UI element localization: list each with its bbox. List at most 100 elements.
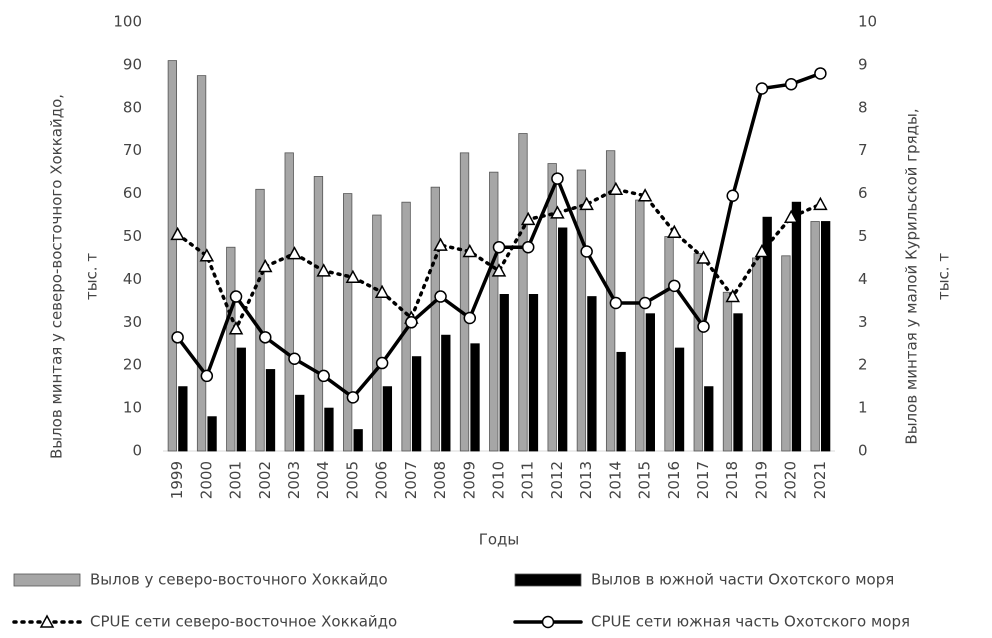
bar	[295, 394, 305, 452]
marker	[755, 82, 769, 95]
x-tick-label: 2001	[227, 461, 245, 499]
marker	[462, 243, 478, 258]
marker	[726, 189, 739, 202]
bar	[411, 356, 422, 452]
bar	[167, 60, 178, 452]
y-tick-label: 80	[123, 98, 142, 116]
bar	[178, 386, 188, 452]
y2-tick-label: 9	[858, 55, 868, 73]
y-tick-label: 100	[113, 13, 142, 31]
y-tick-label: 60	[123, 184, 142, 202]
marker	[491, 263, 507, 277]
bar	[255, 188, 265, 452]
marker	[608, 181, 624, 196]
x-tick-label: 2020	[782, 461, 800, 499]
x-tick-label: 2011	[519, 461, 537, 499]
marker	[783, 209, 799, 223]
x-tick-label: 2007	[402, 461, 420, 499]
legend-label: Вылов у северо-восточного Хоккайдо	[90, 571, 388, 589]
bar	[324, 407, 334, 452]
marker	[170, 226, 185, 241]
x-tick-label: 2013	[577, 461, 595, 499]
x-tick-label: 1999	[168, 461, 186, 499]
bar	[265, 369, 276, 452]
legend-label: Вылов в южной части Охотского моря	[591, 571, 894, 589]
bar	[616, 351, 626, 452]
bar	[693, 253, 703, 452]
legend-swatch	[514, 573, 582, 587]
marker	[287, 246, 302, 260]
marker	[228, 321, 244, 335]
marker	[405, 316, 418, 329]
bar	[791, 201, 802, 452]
bar	[459, 152, 470, 452]
marker	[579, 196, 594, 211]
x-tick-label: 2015	[636, 461, 654, 499]
marker	[784, 77, 798, 91]
x-tick-label: 2017	[694, 461, 712, 499]
y2-tick-label: 1	[858, 399, 868, 417]
bar	[762, 216, 772, 452]
x-tick-label: 2019	[752, 461, 770, 499]
marker	[463, 311, 477, 325]
bar	[313, 176, 324, 452]
bar	[722, 291, 733, 452]
marker	[541, 615, 555, 629]
y-tick-label: 10	[123, 399, 142, 417]
marker	[288, 352, 301, 366]
y-tick-label: 0	[132, 442, 142, 460]
bar	[207, 416, 217, 452]
bar	[236, 347, 246, 452]
marker	[668, 279, 681, 293]
x-tick-label: 2002	[256, 461, 274, 499]
bar	[635, 199, 645, 452]
marker	[520, 211, 536, 226]
bar	[196, 75, 207, 452]
x-tick-label: 2003	[285, 461, 303, 499]
marker	[345, 269, 361, 284]
marker	[696, 250, 711, 264]
marker	[346, 391, 360, 404]
marker	[433, 237, 448, 251]
bar	[382, 386, 393, 452]
y-axis-label: тыс. т	[83, 253, 101, 300]
bar	[499, 294, 509, 452]
x-tick-label: 2000	[197, 461, 215, 499]
bar	[430, 186, 440, 452]
x-tick-label: 2012	[548, 461, 566, 499]
marker	[229, 290, 243, 303]
y2-tick-label: 0	[858, 442, 868, 460]
y2-tick-label: 6	[858, 184, 868, 202]
bar	[704, 386, 714, 452]
y-axis-label: Вылов минтая у северо-восточного Хоккайд…	[48, 94, 66, 459]
x-tick-label: 2004	[314, 461, 332, 499]
marker	[316, 263, 331, 277]
y2-axis-label: Вылов минтая у малой Курильской гряды,	[903, 108, 921, 444]
bar	[674, 347, 685, 452]
marker	[317, 369, 330, 383]
bar	[645, 313, 655, 452]
bar	[372, 214, 382, 452]
y-tick-label: 40	[123, 270, 142, 288]
marker	[725, 288, 741, 303]
legend-label: CPUE сети северо-восточное Хоккайдо	[90, 613, 397, 631]
bar	[470, 343, 480, 452]
y2-tick-label: 3	[858, 313, 868, 331]
x-tick-label: 2014	[606, 461, 624, 499]
legend-label: CPUE сети южная часть Охотского моря	[591, 613, 910, 631]
marker	[609, 296, 623, 310]
bar	[489, 171, 499, 452]
bar	[441, 334, 451, 452]
marker	[434, 290, 447, 303]
marker	[171, 331, 184, 344]
bar	[547, 163, 557, 452]
y2-tick-label: 4	[858, 270, 868, 288]
marker	[813, 196, 828, 211]
marker	[375, 356, 389, 370]
marker	[200, 369, 214, 383]
y2-tick-label: 2	[858, 356, 868, 374]
marker	[492, 240, 506, 254]
marker	[551, 172, 564, 185]
y-tick-label: 50	[123, 227, 142, 245]
